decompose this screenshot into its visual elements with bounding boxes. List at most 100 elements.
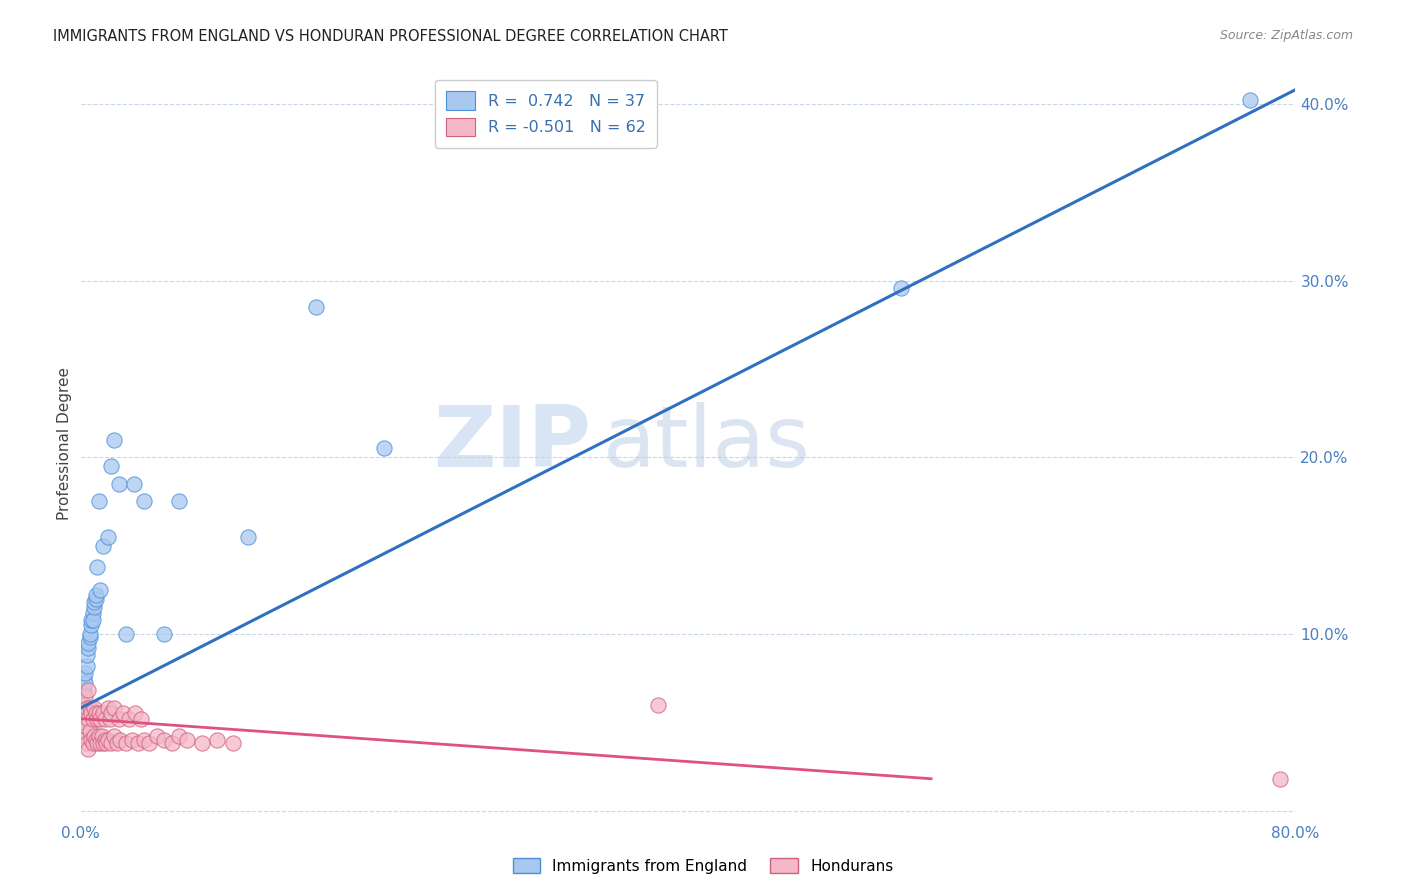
Point — [84, 591, 107, 606]
Point — [82, 736, 104, 750]
Point — [98, 712, 121, 726]
Point — [77, 640, 100, 655]
Point — [87, 494, 110, 508]
Point — [373, 442, 395, 456]
Point — [83, 600, 105, 615]
Point — [176, 732, 198, 747]
Text: atlas: atlas — [603, 402, 811, 485]
Point — [94, 712, 117, 726]
Point — [207, 732, 229, 747]
Point — [305, 300, 328, 314]
Point — [84, 706, 107, 721]
Point — [108, 732, 131, 747]
Text: Source: ZipAtlas.com: Source: ZipAtlas.com — [1219, 29, 1353, 42]
Point — [73, 706, 96, 721]
Point — [89, 582, 111, 597]
Point — [77, 636, 100, 650]
Point — [236, 530, 259, 544]
Point — [169, 494, 191, 508]
Point — [73, 683, 96, 698]
Point — [221, 736, 243, 750]
Point — [131, 712, 153, 726]
Point — [77, 683, 100, 698]
Point — [153, 732, 176, 747]
Point — [124, 706, 146, 721]
Point — [83, 701, 105, 715]
Point — [84, 732, 107, 747]
Point — [76, 736, 98, 750]
Point — [93, 736, 115, 750]
Point — [107, 712, 129, 726]
Point — [86, 712, 108, 726]
Point — [134, 732, 156, 747]
Point — [87, 729, 110, 743]
Point — [107, 476, 129, 491]
Point — [1239, 93, 1261, 107]
Point — [77, 712, 100, 726]
Point — [79, 701, 101, 715]
Point — [121, 732, 143, 747]
Point — [134, 494, 156, 508]
Point — [70, 698, 93, 712]
Point — [79, 724, 101, 739]
Point — [75, 665, 97, 680]
Point — [118, 712, 141, 726]
Point — [94, 732, 117, 747]
Point — [75, 676, 97, 690]
Point — [93, 706, 115, 721]
Point — [100, 458, 122, 473]
Point — [169, 729, 191, 743]
Legend: R =  0.742   N = 37, R = -0.501   N = 62: R = 0.742 N = 37, R = -0.501 N = 62 — [434, 80, 657, 147]
Point — [80, 618, 103, 632]
Point — [145, 729, 167, 743]
Point — [160, 736, 183, 750]
Point — [82, 613, 104, 627]
Point — [90, 729, 112, 743]
Point — [73, 671, 96, 685]
Point — [76, 648, 98, 662]
Point — [97, 530, 120, 544]
Point — [191, 736, 214, 750]
Point — [89, 712, 111, 726]
Point — [86, 736, 108, 750]
Point — [73, 729, 96, 743]
Point — [103, 433, 125, 447]
Point — [1270, 772, 1292, 786]
Point — [153, 627, 176, 641]
Point — [76, 658, 98, 673]
Legend: Immigrants from England, Hondurans: Immigrants from England, Hondurans — [506, 852, 900, 880]
Point — [79, 631, 101, 645]
Point — [93, 539, 115, 553]
Point — [112, 706, 135, 721]
Point — [97, 701, 120, 715]
Point — [100, 706, 122, 721]
Point — [100, 736, 122, 750]
Point — [97, 732, 120, 747]
Point — [79, 627, 101, 641]
Point — [89, 736, 111, 750]
Point — [70, 694, 93, 708]
Point — [96, 736, 118, 750]
Point — [122, 476, 145, 491]
Point — [82, 712, 104, 726]
Point — [75, 719, 97, 733]
Point — [890, 280, 912, 294]
Point — [80, 732, 103, 747]
Point — [127, 736, 149, 750]
Point — [77, 741, 100, 756]
Point — [76, 701, 98, 715]
Point — [84, 588, 107, 602]
Point — [87, 706, 110, 721]
Point — [86, 559, 108, 574]
Text: ZIP: ZIP — [433, 402, 591, 485]
Point — [115, 736, 138, 750]
Point — [105, 736, 128, 750]
Point — [82, 606, 104, 620]
Point — [103, 701, 125, 715]
Y-axis label: Professional Degree: Professional Degree — [58, 368, 72, 520]
Point — [75, 689, 97, 703]
Point — [80, 706, 103, 721]
Point — [138, 736, 160, 750]
Point — [83, 729, 105, 743]
Point — [80, 613, 103, 627]
